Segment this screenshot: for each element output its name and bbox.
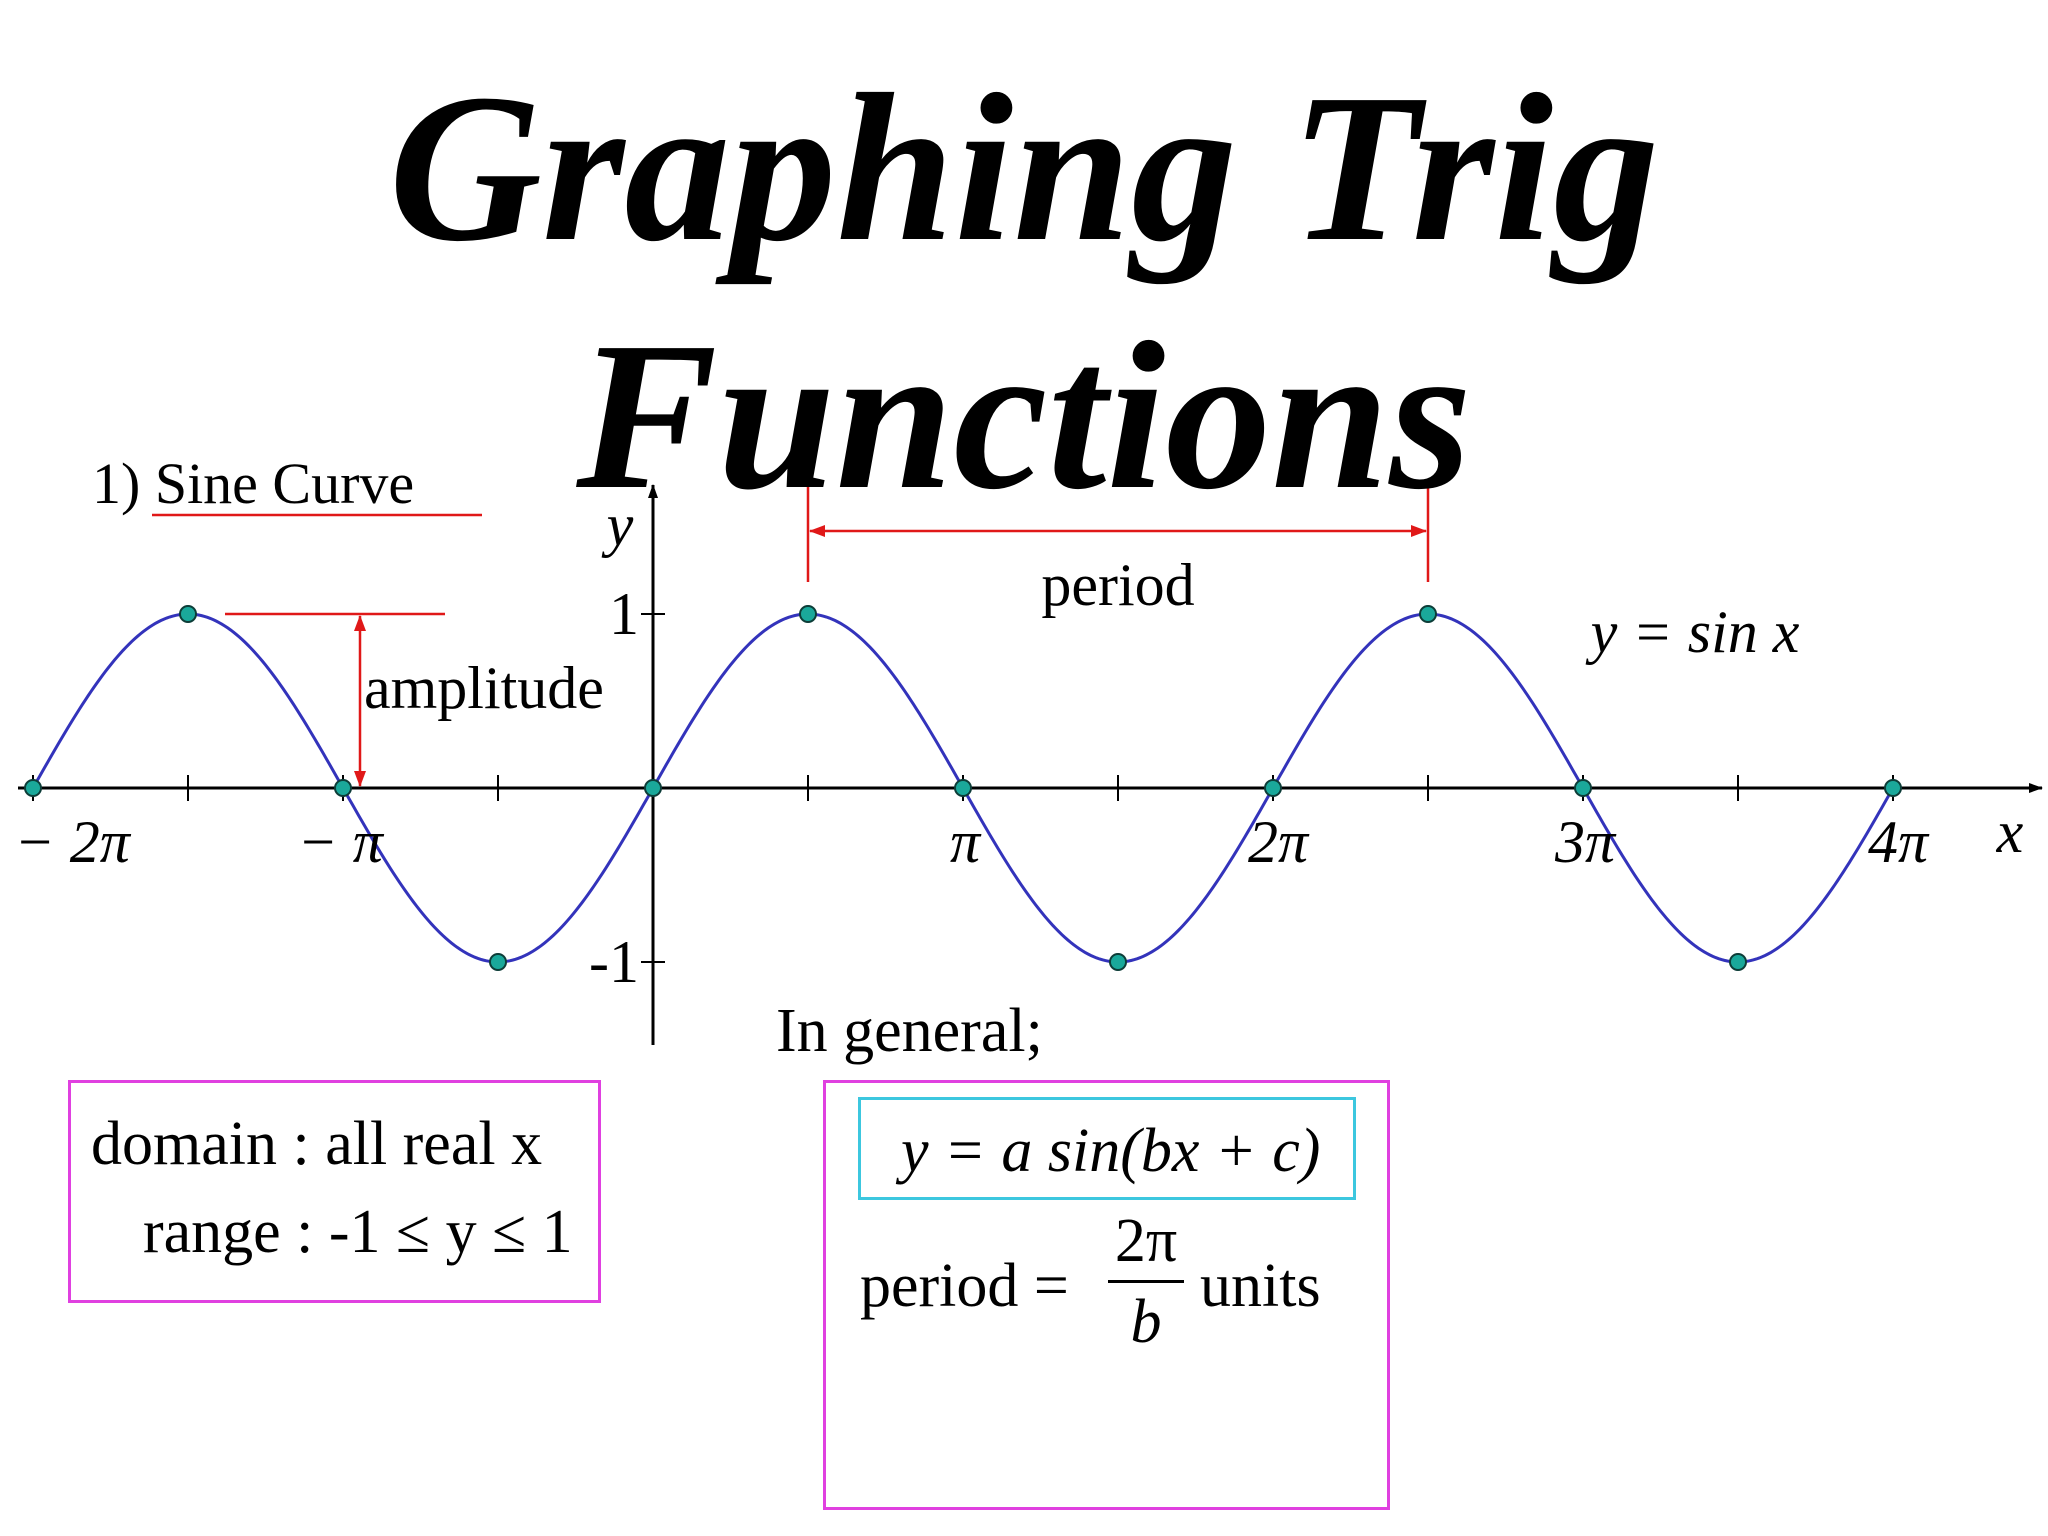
period-fraction: 2π b [1106, 1210, 1186, 1353]
x-tick-label: 2π [1248, 809, 1310, 875]
x-axis-label: x [1996, 799, 2024, 865]
data-point [799, 605, 817, 623]
data-point [334, 779, 352, 797]
period-lhs: period = [860, 1252, 1069, 1320]
y-tick-label: -1 [589, 929, 639, 995]
data-point [179, 605, 197, 623]
y-axis-label: y [601, 492, 634, 558]
range-text: range : -1 ≤ y ≤ 1 [143, 1198, 573, 1266]
data-point [1729, 953, 1747, 971]
equation-label: y = sin x [1585, 599, 1800, 665]
period-label: period [1041, 552, 1194, 618]
amplitude-label: amplitude [364, 655, 604, 721]
data-point [1264, 779, 1282, 797]
domain-range-box: domain : all real x range : -1 ≤ y ≤ 1 [68, 1080, 601, 1303]
fraction-bar [1108, 1280, 1184, 1283]
period-units: units [1200, 1252, 1321, 1320]
data-point [24, 779, 42, 797]
general-form-box [823, 1080, 1390, 1510]
data-point [489, 953, 507, 971]
section-heading: 1) Sine Curve [92, 455, 414, 513]
general-formula: y = a sin(bx + c) [901, 1117, 1321, 1185]
data-point [1419, 605, 1437, 623]
data-point [1574, 779, 1592, 797]
y-tick-label: 1 [609, 581, 639, 647]
period-numerator: 2π [1114, 1207, 1178, 1275]
data-point [1109, 953, 1127, 971]
period-denominator: b [1130, 1288, 1162, 1356]
x-tick-label: − π [297, 809, 384, 875]
x-tick-label: − 2π [14, 809, 131, 875]
x-tick-label: π [950, 809, 982, 875]
data-point [644, 779, 662, 797]
general-heading: In general; [776, 997, 1043, 1065]
domain-text: domain : all real x [91, 1110, 543, 1178]
data-point [1884, 779, 1902, 797]
x-tick-label: 3π [1554, 809, 1617, 875]
general-formula-box: y = a sin(bx + c) [858, 1097, 1356, 1200]
x-tick-label: 4π [1868, 809, 1930, 875]
title-line-1: Graphing Trig [388, 50, 1660, 285]
data-point [954, 779, 972, 797]
title-line-2: Functions [576, 298, 1472, 533]
section-heading-text: 1) Sine Curve [92, 451, 415, 516]
